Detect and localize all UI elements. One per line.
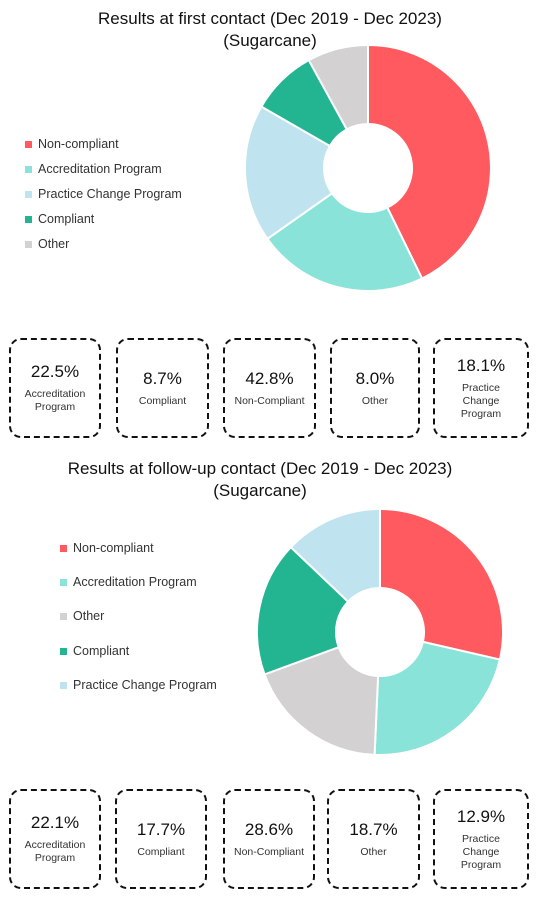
- legend-label: Practice Change Program: [73, 678, 217, 692]
- legend-label: Accreditation Program: [73, 575, 197, 589]
- stat-card: 12.9% Practice Change Program: [433, 789, 529, 889]
- chart1-legend-item: Other: [25, 237, 69, 251]
- stat-card-value: 42.8%: [245, 368, 294, 388]
- pie-slice-practice-change-program: [289, 507, 381, 604]
- chart2-legend-item: Practice Change Program: [60, 678, 217, 692]
- stat-card-label: Accreditation Program: [24, 839, 86, 864]
- chart2-legend-item: Non-compliant: [60, 541, 154, 555]
- legend-swatch: [60, 544, 67, 552]
- legend-swatch: [60, 612, 67, 620]
- pie-slice-compliant: [256, 545, 350, 676]
- legend-label: Other: [73, 609, 105, 623]
- stat-card: 18.7% Other: [327, 789, 420, 889]
- stat-card-label: Accreditation Program: [24, 388, 86, 413]
- pie-slice-accreditation-program: [266, 191, 424, 292]
- legend-swatch: [60, 647, 67, 655]
- chart2-title: Results at follow-up contact (Dec 2019 -…: [40, 458, 480, 502]
- stat-card-label: Non-Compliant: [233, 845, 305, 858]
- legend-swatch: [60, 681, 67, 689]
- chart1-title-line1: Results at first contact (Dec 2019 - Dec…: [98, 9, 442, 28]
- stat-card-label: Practice Change Program: [460, 832, 502, 871]
- stat-card: 17.7% Compliant: [115, 789, 207, 889]
- chart2-donut: [256, 507, 504, 756]
- pie-slice-other: [307, 43, 369, 131]
- pie-slice-accreditation-program: [373, 640, 502, 756]
- chart2-legend-item: Other: [60, 609, 104, 623]
- chart2-legend-item: Compliant: [60, 644, 129, 658]
- stat-card: 28.6% Non-Compliant: [223, 789, 315, 889]
- chart1-donut: [244, 43, 492, 292]
- legend-label: Compliant: [73, 644, 130, 658]
- stat-card-value: 17.7%: [136, 819, 186, 839]
- stat-card-value: 18.7%: [349, 819, 398, 839]
- legend-label: Other: [38, 237, 70, 251]
- chart1-title: Results at first contact (Dec 2019 - Dec…: [60, 8, 480, 52]
- stat-card-label: Compliant: [138, 394, 187, 407]
- legend-swatch: [25, 190, 32, 198]
- chart2-title-line2: (Sugarcane): [213, 481, 307, 500]
- stat-card: 22.1% Accreditation Program: [9, 789, 101, 889]
- stat-card-value: 28.6%: [244, 819, 294, 839]
- stat-card-label: Other: [361, 394, 389, 407]
- stat-card-label: Non-Compliant: [234, 394, 305, 407]
- stat-card: 8.0% Other: [330, 338, 420, 438]
- stat-card: 8.7% Compliant: [116, 338, 209, 438]
- chart1-legend-item: Compliant: [25, 212, 94, 226]
- stat-card-value: 22.5%: [30, 362, 80, 381]
- legend-swatch: [25, 165, 32, 173]
- chart1-legend-item: Accreditation Program: [25, 162, 162, 176]
- legend-swatch: [25, 240, 32, 248]
- legend-label: Practice Change Program: [38, 187, 182, 201]
- stat-card-label: Other: [360, 845, 387, 858]
- legend-label: Non-compliant: [73, 541, 154, 555]
- legend-swatch: [60, 578, 67, 586]
- pie-slice-other: [263, 645, 380, 756]
- pie-slice-non-compliant: [379, 507, 504, 661]
- stat-card-label: Practice Change Program: [460, 381, 502, 420]
- stat-card-value: 8.0%: [355, 368, 395, 388]
- stat-card-label: Compliant: [137, 845, 185, 858]
- legend-swatch: [25, 140, 32, 148]
- legend-swatch: [25, 215, 32, 223]
- pie-slice-non-compliant: [367, 43, 492, 280]
- stat-card-value: 18.1%: [456, 355, 506, 375]
- chart1-legend-item: Practice Change Program: [25, 187, 182, 201]
- stat-card: 18.1% Practice Change Program: [433, 338, 529, 438]
- chart2-legend-item: Accreditation Program: [60, 575, 197, 589]
- stat-card-value: 8.7%: [143, 368, 182, 388]
- legend-label: Compliant: [38, 212, 95, 226]
- pie-slice-practice-change-program: [244, 105, 334, 241]
- stat-card-value: 12.9%: [456, 806, 506, 826]
- chart1-title-line2: (Sugarcane): [223, 31, 317, 50]
- chart2-title-line1: Results at follow-up contact (Dec 2019 -…: [67, 459, 453, 478]
- legend-label: Non-compliant: [38, 137, 119, 151]
- stat-card: 42.8% Non-Compliant: [223, 338, 316, 438]
- chart1-legend-item: Non-compliant: [25, 137, 119, 151]
- stat-card-value: 22.1%: [30, 813, 80, 832]
- legend-label: Accreditation Program: [38, 162, 162, 176]
- stat-card: 22.5% Accreditation Program: [9, 338, 101, 438]
